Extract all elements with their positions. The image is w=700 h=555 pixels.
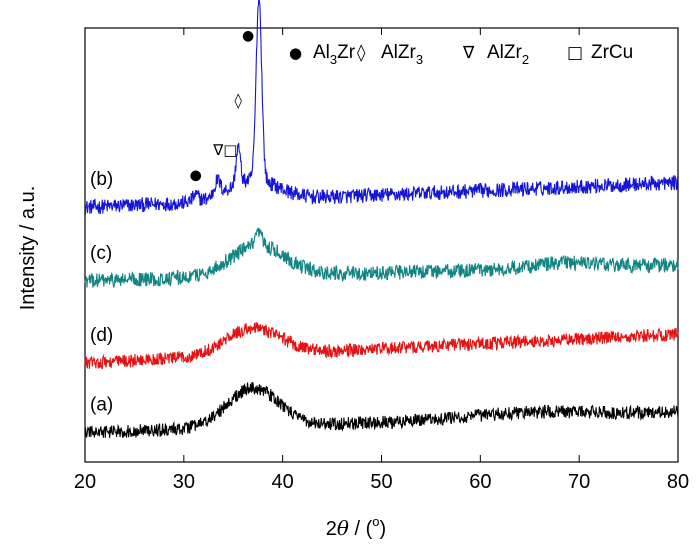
curve-label: (d) bbox=[90, 325, 113, 346]
legend-symbol: ● bbox=[289, 44, 302, 62]
legend-subscript: 2 bbox=[522, 52, 529, 67]
x-tick-label: 20 bbox=[74, 471, 96, 493]
legend-tail: Zr bbox=[337, 42, 356, 63]
legend-main: Al bbox=[313, 42, 330, 63]
legend-main: ZrCu bbox=[591, 42, 633, 63]
x-tick-label: 60 bbox=[469, 471, 491, 493]
peak-marker: ∇□ bbox=[212, 141, 237, 159]
series-line bbox=[84, 0, 679, 215]
peak-marker: ● bbox=[242, 28, 254, 44]
plot-frame bbox=[84, 27, 679, 463]
series-line bbox=[84, 381, 679, 439]
x-ticks: 20 30 40 50 60 70 80 bbox=[74, 28, 689, 493]
legend-symbol: ◊ bbox=[357, 43, 366, 63]
legend-main: AlZr bbox=[487, 42, 523, 63]
x-tick-label: 40 bbox=[272, 471, 294, 493]
x-axis-label-degree: o bbox=[372, 514, 379, 529]
curve-labels: (b) (c) (d) (a) bbox=[90, 169, 113, 416]
curve-label: (a) bbox=[90, 395, 113, 416]
x-tick-label: 30 bbox=[173, 471, 195, 493]
legend-entry: ZrCu bbox=[591, 42, 633, 63]
x-axis-label-unit: / ( bbox=[349, 518, 373, 540]
peak-marker: ● bbox=[190, 167, 202, 183]
legend-entry: AlZr2 bbox=[487, 42, 529, 67]
x-axis-label: 2θ / (o) bbox=[326, 514, 386, 540]
legend-symbol: ∇ bbox=[462, 43, 475, 63]
legend-symbol: □ bbox=[567, 43, 583, 63]
legend: ● Al3Zr ◊ AlZr3 ∇ AlZr2 □ ZrCu bbox=[289, 42, 633, 67]
series-line bbox=[84, 227, 679, 288]
legend-entry: AlZr3 bbox=[381, 42, 423, 67]
x-axis-label-prefix: 2 bbox=[326, 518, 337, 540]
curves bbox=[84, 0, 679, 439]
legend-subscript: 3 bbox=[330, 52, 337, 67]
x-axis-label-close: ) bbox=[380, 518, 387, 540]
curve-label: (b) bbox=[90, 169, 113, 190]
x-axis-label-theta: θ bbox=[337, 516, 349, 540]
peak-markers: ● ∇□ ◊ ● bbox=[190, 28, 255, 183]
series-line bbox=[84, 321, 679, 370]
x-tick-label: 50 bbox=[370, 471, 392, 493]
y-axis-label: Intensity / a.u. bbox=[17, 186, 39, 311]
curve-label: (c) bbox=[90, 243, 112, 264]
legend-entry: Al3Zr bbox=[313, 42, 356, 67]
peak-marker: ◊ bbox=[234, 92, 242, 110]
x-tick-label: 80 bbox=[667, 471, 689, 493]
legend-main: AlZr bbox=[381, 42, 417, 63]
x-tick-label: 70 bbox=[568, 471, 590, 493]
legend-subscript: 3 bbox=[416, 52, 423, 67]
